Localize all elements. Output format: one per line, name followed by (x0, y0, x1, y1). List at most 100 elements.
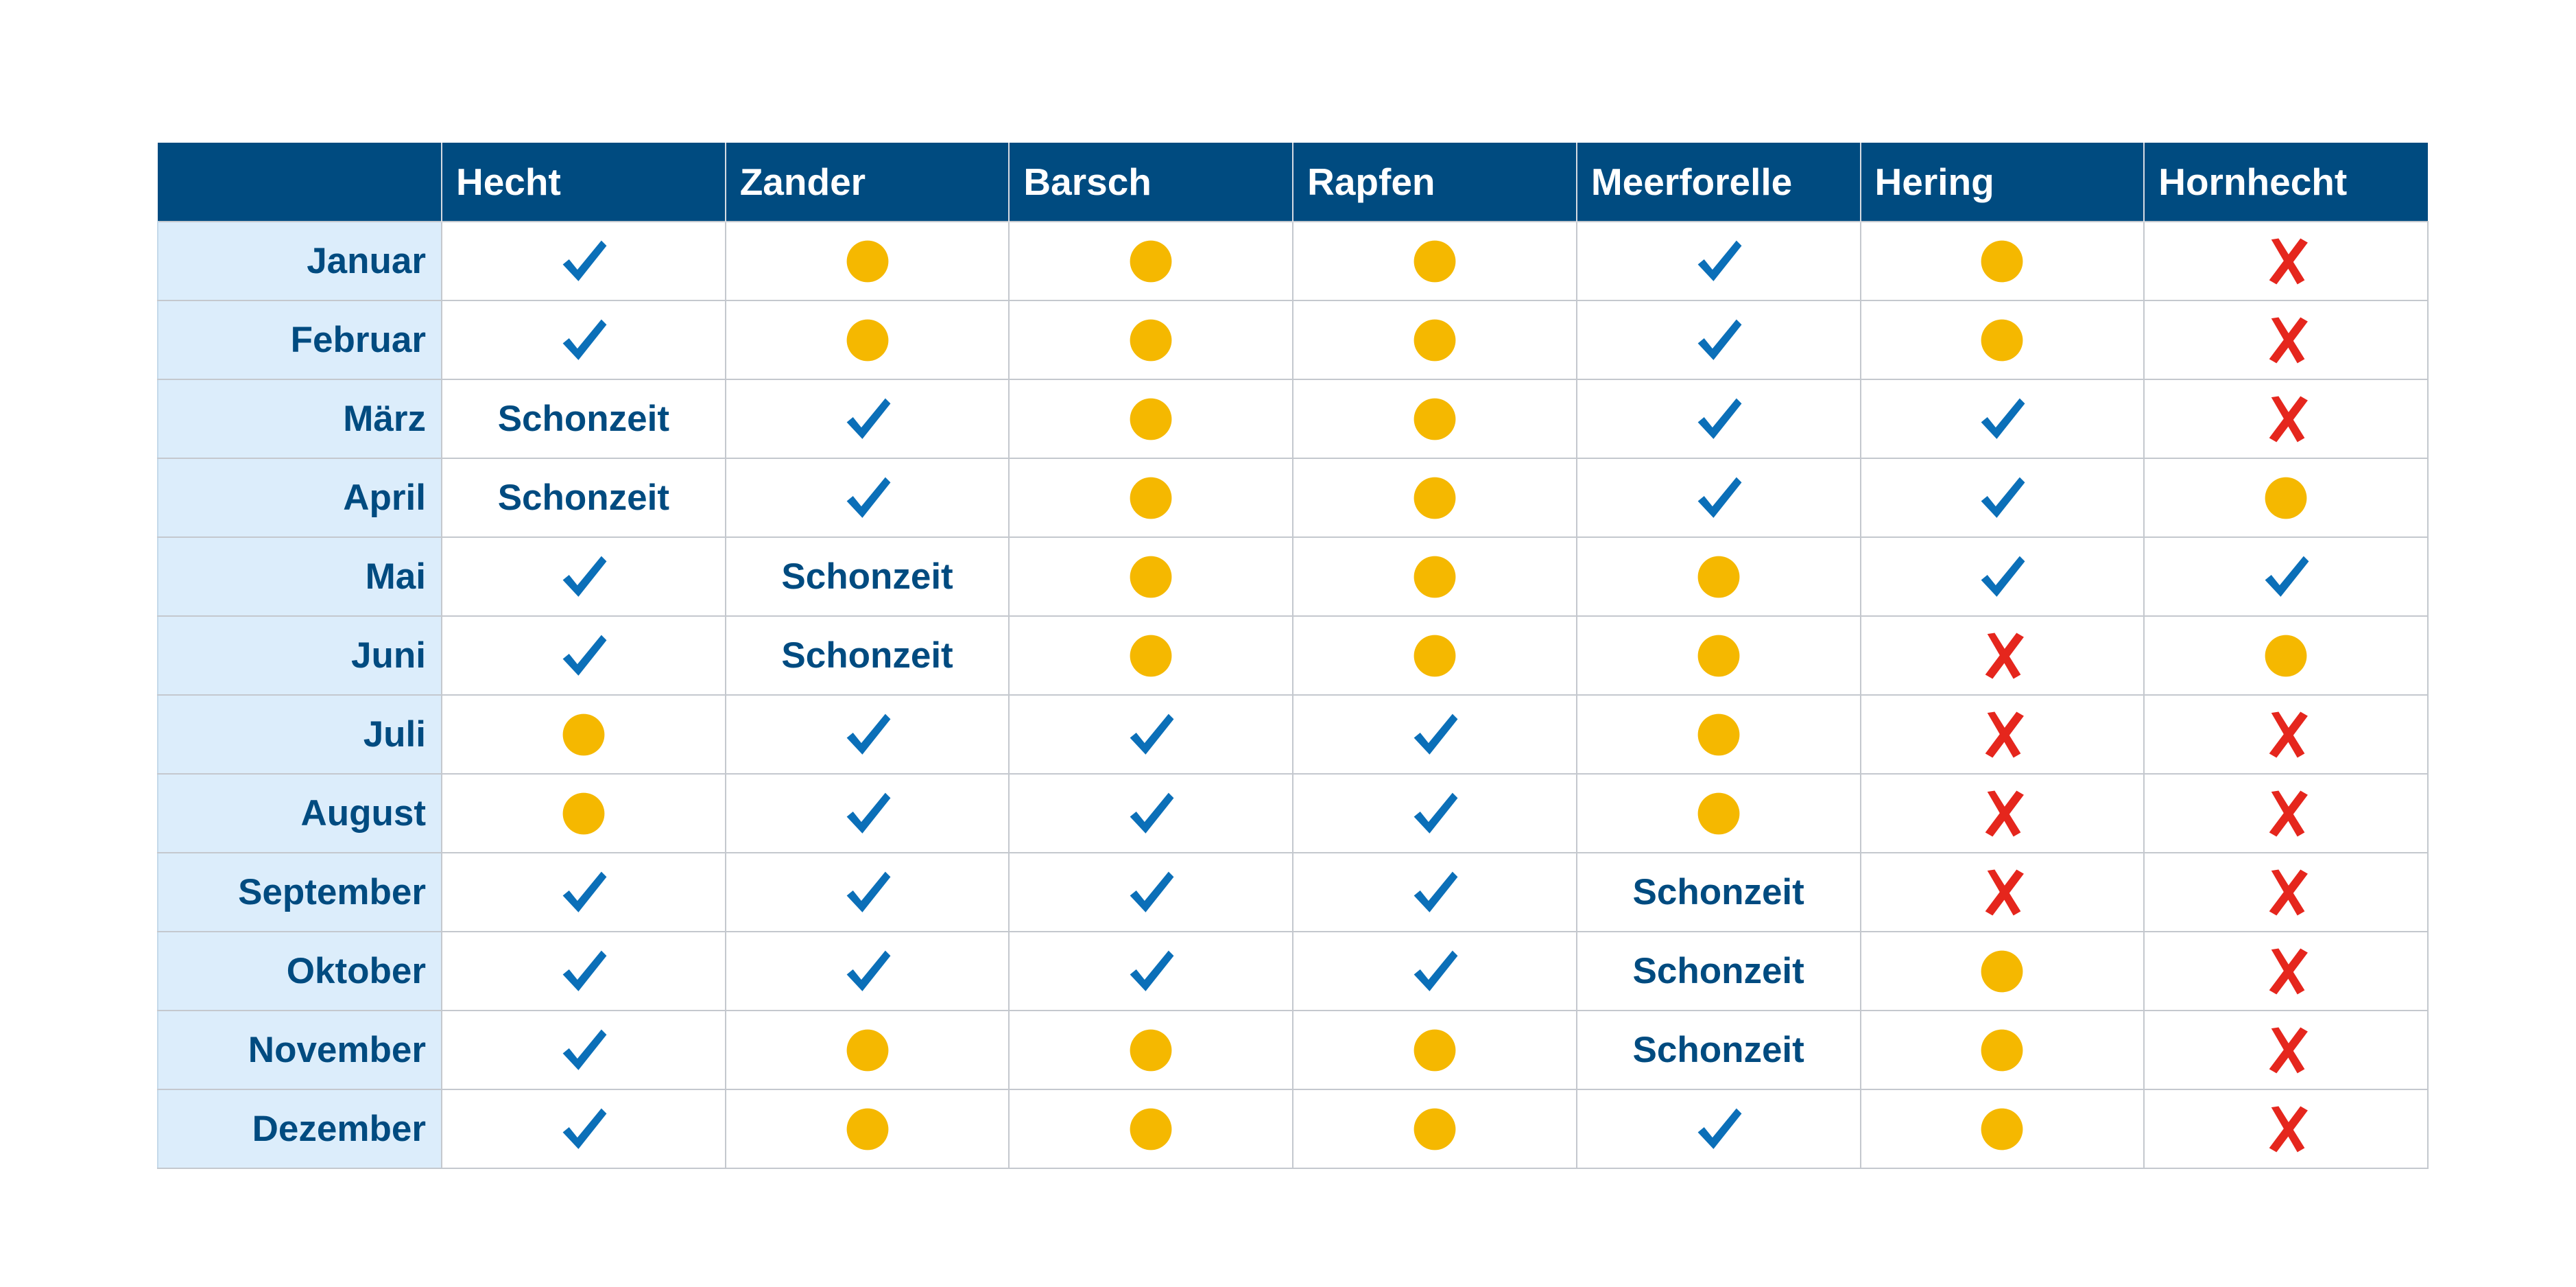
yellow-circle-icon (1861, 1024, 2144, 1076)
status-cell (1292, 458, 1577, 538)
column-header-barsch: Barsch (1008, 143, 1294, 222)
table-row: August (157, 773, 2429, 853)
yellow-circle-icon (1577, 788, 1860, 840)
month-label: Juli (157, 694, 442, 775)
red-x-icon (1861, 709, 2144, 761)
status-cell (1292, 1089, 1577, 1169)
status-cell (1575, 221, 1861, 301)
checkmark-icon (1010, 709, 1292, 761)
checkmark-icon (726, 788, 1009, 840)
schonzeit-cell: Schonzeit (1575, 852, 1861, 932)
table-body: Januar Februar März Schonzeit April Schonzeit… (157, 221, 2429, 1169)
status-cell (1859, 379, 2145, 459)
table-row: März Schonzeit (157, 379, 2429, 459)
status-cell (2143, 221, 2429, 301)
checkmark-icon (1861, 472, 2144, 524)
schonzeit-label: Schonzeit (497, 477, 669, 518)
status-cell (1575, 536, 1861, 617)
yellow-circle-icon (442, 709, 725, 761)
red-x-icon (2145, 314, 2427, 366)
status-cell (1292, 1010, 1577, 1090)
status-cell (2143, 931, 2429, 1011)
status-cell (441, 1010, 726, 1090)
status-cell (1292, 931, 1577, 1011)
schonzeit-cell: Schonzeit (441, 458, 726, 538)
status-cell (1292, 852, 1577, 932)
status-cell (441, 221, 726, 301)
status-cell (1008, 300, 1294, 380)
yellow-circle-icon (1861, 314, 2144, 366)
yellow-circle-icon (726, 314, 1009, 366)
status-cell (1859, 773, 2145, 853)
month-label: November (157, 1010, 442, 1090)
status-cell (1292, 536, 1577, 617)
checkmark-icon (1293, 709, 1576, 761)
checkmark-icon (1577, 235, 1860, 287)
checkmark-icon (442, 1103, 725, 1155)
schonzeit-label: Schonzeit (1632, 872, 1804, 912)
status-cell (441, 536, 726, 617)
status-cell (724, 773, 1010, 853)
status-cell (1008, 1010, 1294, 1090)
table-row: Oktober Schonzeit (157, 931, 2429, 1011)
red-x-icon (1861, 866, 2144, 919)
month-label: Dezember (157, 1089, 442, 1169)
status-cell (2143, 852, 2429, 932)
yellow-circle-icon (2145, 630, 2427, 682)
checkmark-icon (1577, 393, 1860, 445)
month-label: April (157, 458, 442, 538)
column-header-rapfen: Rapfen (1292, 143, 1577, 222)
yellow-circle-icon (1861, 945, 2144, 997)
red-x-icon (2145, 1024, 2427, 1076)
yellow-circle-icon (1577, 630, 1860, 682)
status-cell (724, 221, 1010, 301)
yellow-circle-icon (1010, 393, 1292, 445)
status-cell (1292, 615, 1577, 696)
status-cell (1859, 852, 2145, 932)
checkmark-icon (726, 472, 1009, 524)
yellow-circle-icon (1010, 1024, 1292, 1076)
red-x-icon (2145, 945, 2427, 997)
column-header-meerforelle: Meerforelle (1575, 143, 1861, 222)
status-cell (441, 773, 726, 853)
yellow-circle-icon (1861, 235, 2144, 287)
status-cell (441, 694, 726, 775)
red-x-icon (2145, 393, 2427, 445)
table-row: Dezember (157, 1089, 2429, 1169)
checkmark-icon (1010, 788, 1292, 840)
status-cell (1575, 773, 1861, 853)
status-cell (441, 931, 726, 1011)
status-cell (1008, 615, 1294, 696)
red-x-icon (2145, 1103, 2427, 1155)
yellow-circle-icon (1293, 1103, 1576, 1155)
status-cell (1292, 221, 1577, 301)
yellow-circle-icon (442, 788, 725, 840)
month-label: September (157, 852, 442, 932)
column-header-zander: Zander (724, 143, 1010, 222)
checkmark-icon (726, 393, 1009, 445)
status-cell (2143, 536, 2429, 617)
status-cell (1859, 1089, 2145, 1169)
yellow-circle-icon (1293, 314, 1576, 366)
status-cell (1859, 458, 2145, 538)
checkmark-icon (1861, 551, 2144, 603)
status-cell (1008, 221, 1294, 301)
status-cell (1575, 1089, 1861, 1169)
status-cell (2143, 379, 2429, 459)
status-cell (1859, 615, 2145, 696)
yellow-circle-icon (1293, 235, 1576, 287)
checkmark-icon (442, 1024, 725, 1076)
status-cell (1008, 773, 1294, 853)
red-x-icon (2145, 709, 2427, 761)
status-cell (1008, 379, 1294, 459)
yellow-circle-icon (1577, 551, 1860, 603)
checkmark-icon (1010, 866, 1292, 919)
status-cell (2143, 773, 2429, 853)
checkmark-icon (1293, 788, 1576, 840)
yellow-circle-icon (1577, 709, 1860, 761)
column-header-hering: Hering (1859, 143, 2145, 222)
status-cell (2143, 300, 2429, 380)
table-header: Hecht Zander Barsch Rapfen Meerforelle H… (158, 143, 2428, 222)
checkmark-icon (442, 630, 725, 682)
status-cell (724, 379, 1010, 459)
